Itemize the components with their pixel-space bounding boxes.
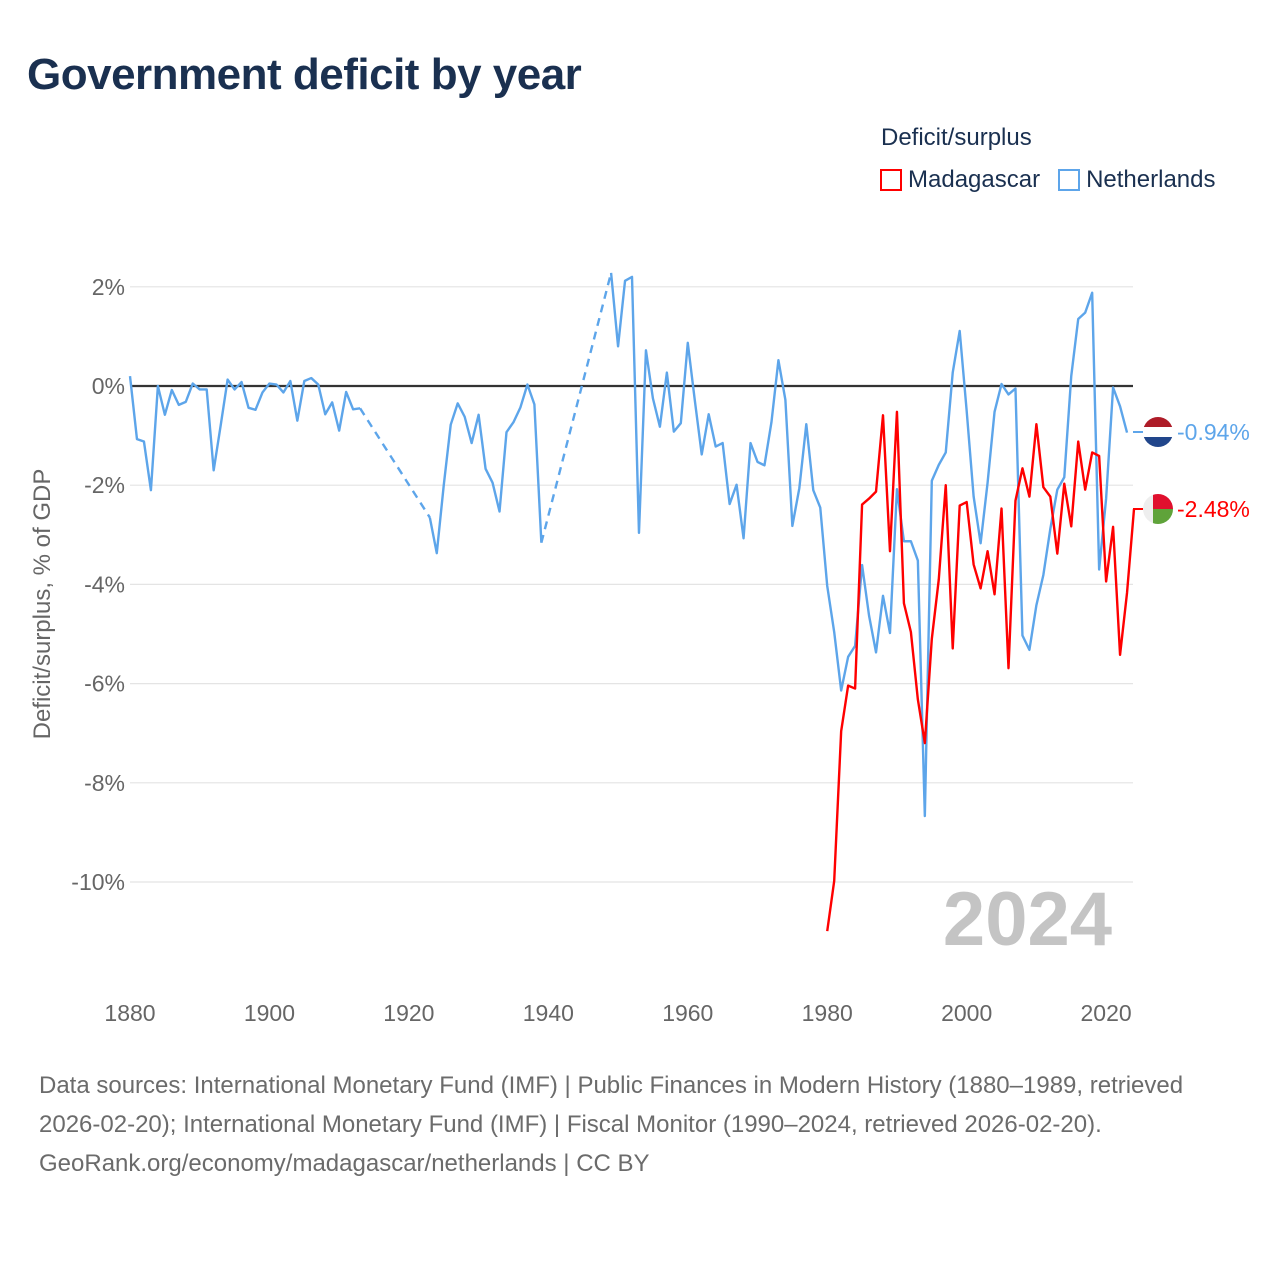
y-tick-label: -10% [71, 869, 125, 895]
credit-link[interactable]: GeoRank.org/economy/madagascar/netherlan… [39, 1150, 650, 1177]
madagascar-flag-icon [1143, 494, 1173, 524]
x-tick-label: 1940 [523, 1000, 574, 1026]
x-tick-label: 2020 [1081, 1000, 1132, 1026]
netherlands-line [609, 272, 1129, 818]
x-tick-label: 1980 [802, 1000, 853, 1026]
netherlands-end-label: -0.94% [1177, 419, 1250, 445]
y-tick-label: 2% [92, 274, 125, 300]
y-axis-label: Deficit/surplus, % of GDP [29, 469, 56, 740]
legend-item-netherlands[interactable]: Netherlands [1058, 166, 1216, 194]
legend-title: Deficit/surplus [881, 124, 1032, 151]
legend-label-netherlands: Netherlands [1086, 166, 1216, 193]
netherlands-gap-line [540, 272, 613, 544]
netherlands-line [428, 383, 543, 555]
legend-item-madagascar[interactable]: Madagascar [880, 166, 1040, 194]
chart-title: Government deficit by year [27, 50, 582, 99]
y-tick-label: -6% [84, 671, 125, 697]
series-lines [128, 272, 1136, 932]
x-tick-label: 1920 [383, 1000, 434, 1026]
y-tick-label: -2% [84, 472, 125, 498]
x-tick-label: 1880 [104, 1000, 155, 1026]
netherlands-flag-icon [1143, 417, 1173, 447]
data-sources: Data sources: International Monetary Fun… [39, 1072, 1184, 1138]
x-axis-ticks: 1880 1900 1920 1940 1960 1980 2000 2020 [104, 1000, 1131, 1026]
x-tick-label: 2000 [941, 1000, 992, 1026]
legend-swatch-madagascar [880, 169, 902, 191]
netherlands-gap-line [359, 407, 431, 519]
madagascar-end-label: -2.48% [1177, 496, 1250, 522]
madagascar-line [826, 410, 1136, 932]
y-tick-label: -4% [84, 571, 125, 597]
netherlands-line [128, 375, 361, 492]
y-tick-label: 0% [92, 373, 125, 399]
year-watermark: 2024 [943, 877, 1112, 962]
x-tick-label: 1960 [662, 1000, 713, 1026]
y-tick-label: -8% [84, 770, 125, 796]
footer: Data sources: International Monetary Fun… [39, 1066, 1249, 1183]
x-tick-label: 1900 [244, 1000, 295, 1026]
legend-label-madagascar: Madagascar [908, 166, 1041, 193]
legend-swatch-netherlands [1058, 169, 1081, 191]
y-axis-ticks: 2% 0% -2% -4% -6% -8% -10% [71, 274, 125, 895]
gridlines [130, 286, 1133, 883]
legend: Madagascar Netherlands [880, 166, 1216, 194]
